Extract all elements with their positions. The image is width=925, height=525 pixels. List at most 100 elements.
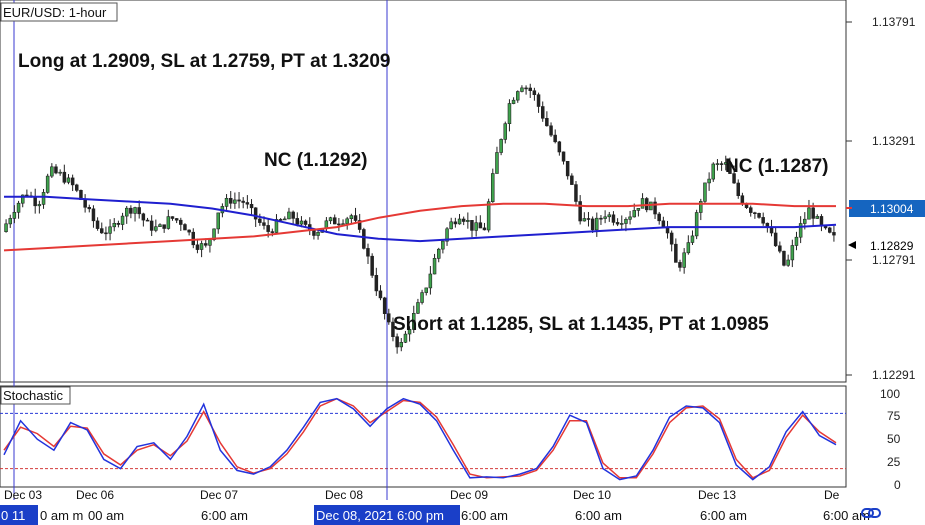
- candle: [120, 212, 125, 231]
- candle: [594, 212, 599, 237]
- candle: [611, 211, 616, 226]
- candle-body: [362, 229, 366, 249]
- candle: [295, 212, 299, 227]
- candle: [258, 213, 262, 226]
- price-tag-last: 1.12829: [848, 239, 914, 253]
- candle: [757, 212, 761, 219]
- price-tag-label: 1.13004: [870, 202, 914, 216]
- candle-body: [636, 208, 641, 211]
- annotation-short: Short at 1.1285, SL at 1.1435, PT at 1.0…: [393, 314, 769, 335]
- candle-body: [299, 220, 304, 225]
- candle-body: [91, 208, 96, 222]
- stochastic-axis-ticks: 100 75 50 25 0: [880, 387, 901, 492]
- candle-body: [561, 151, 566, 162]
- candle-body: [748, 207, 753, 213]
- candle-body: [241, 200, 245, 203]
- candle-body: [819, 216, 824, 226]
- price-tick-label: 1.12291: [872, 368, 916, 382]
- candle: [790, 239, 795, 268]
- candle-body: [815, 216, 819, 219]
- time-label-highlight: [314, 505, 460, 525]
- time-label: 6:00 am: [575, 508, 622, 523]
- candle: [424, 287, 428, 296]
- candle: [357, 213, 362, 233]
- candle-body: [682, 252, 686, 268]
- candle: [532, 87, 537, 101]
- candle: [253, 207, 258, 227]
- candle: [12, 205, 17, 224]
- candle: [332, 214, 337, 225]
- price-tick-label: 1.13291: [872, 134, 916, 148]
- candle: [37, 200, 42, 214]
- candle-body: [794, 236, 799, 246]
- candle: [337, 218, 341, 232]
- candle-body: [603, 216, 607, 219]
- candle: [428, 266, 433, 295]
- candle-body: [503, 123, 507, 140]
- candle-body: [295, 218, 299, 225]
- candle-body: [382, 297, 387, 314]
- candle-body: [357, 220, 362, 230]
- candle: [565, 161, 570, 180]
- candle: [391, 317, 395, 342]
- candle-body: [179, 219, 183, 225]
- candle-body: [565, 161, 570, 177]
- candle-body: [216, 212, 221, 230]
- candle: [395, 333, 399, 354]
- candle: [678, 259, 682, 272]
- candle-body: [711, 163, 715, 180]
- candle-body: [428, 273, 433, 289]
- candle: [104, 226, 108, 241]
- candle-body: [507, 103, 512, 125]
- candle: [45, 173, 50, 194]
- candle-body: [391, 321, 395, 338]
- candle: [466, 212, 470, 229]
- candle-body: [158, 224, 162, 227]
- candle-body: [515, 91, 520, 101]
- candle-body: [540, 106, 545, 119]
- candle: [54, 164, 58, 175]
- candle: [95, 217, 100, 231]
- candle: [66, 174, 71, 185]
- candle: [195, 238, 200, 254]
- candle-body: [262, 222, 266, 226]
- candle-body: [199, 243, 204, 250]
- candle-body: [690, 235, 695, 243]
- candle-body: [370, 255, 374, 276]
- candle: [449, 217, 453, 230]
- price-tick-label: 1.12791: [872, 253, 916, 267]
- link-icon[interactable]: [861, 508, 881, 518]
- candle-body: [125, 207, 129, 217]
- candle-body: [8, 218, 13, 225]
- moving-average-lines: [3, 195, 837, 252]
- candle-body: [95, 220, 100, 229]
- time-label-highlighted: Dec 08, 2021 6:00 pm: [316, 508, 444, 523]
- candle-body: [640, 198, 645, 209]
- candle: [815, 214, 819, 219]
- candle: [411, 305, 416, 334]
- candle-body: [740, 195, 745, 205]
- candle: [407, 326, 412, 342]
- candle-body: [403, 333, 408, 343]
- candle: [778, 241, 782, 254]
- candle-body: [204, 243, 208, 246]
- candle-body: [628, 216, 632, 220]
- day-label: Dec 13: [698, 488, 736, 502]
- time-label: 6:00 am: [823, 508, 870, 523]
- candle-body: [41, 192, 46, 205]
- candle: [4, 219, 8, 233]
- candle-body: [16, 202, 21, 213]
- candle-body: [728, 162, 732, 174]
- candle-body: [769, 227, 774, 234]
- candle-body: [466, 220, 470, 222]
- chart-title-box: [0, 2, 118, 22]
- candle-body: [761, 217, 765, 224]
- candle: [149, 215, 154, 237]
- candle: [441, 239, 445, 254]
- candle: [158, 223, 162, 227]
- candle: [682, 248, 686, 274]
- candle-body: [170, 216, 175, 219]
- candle-body: [249, 204, 254, 209]
- candle-body: [237, 199, 241, 202]
